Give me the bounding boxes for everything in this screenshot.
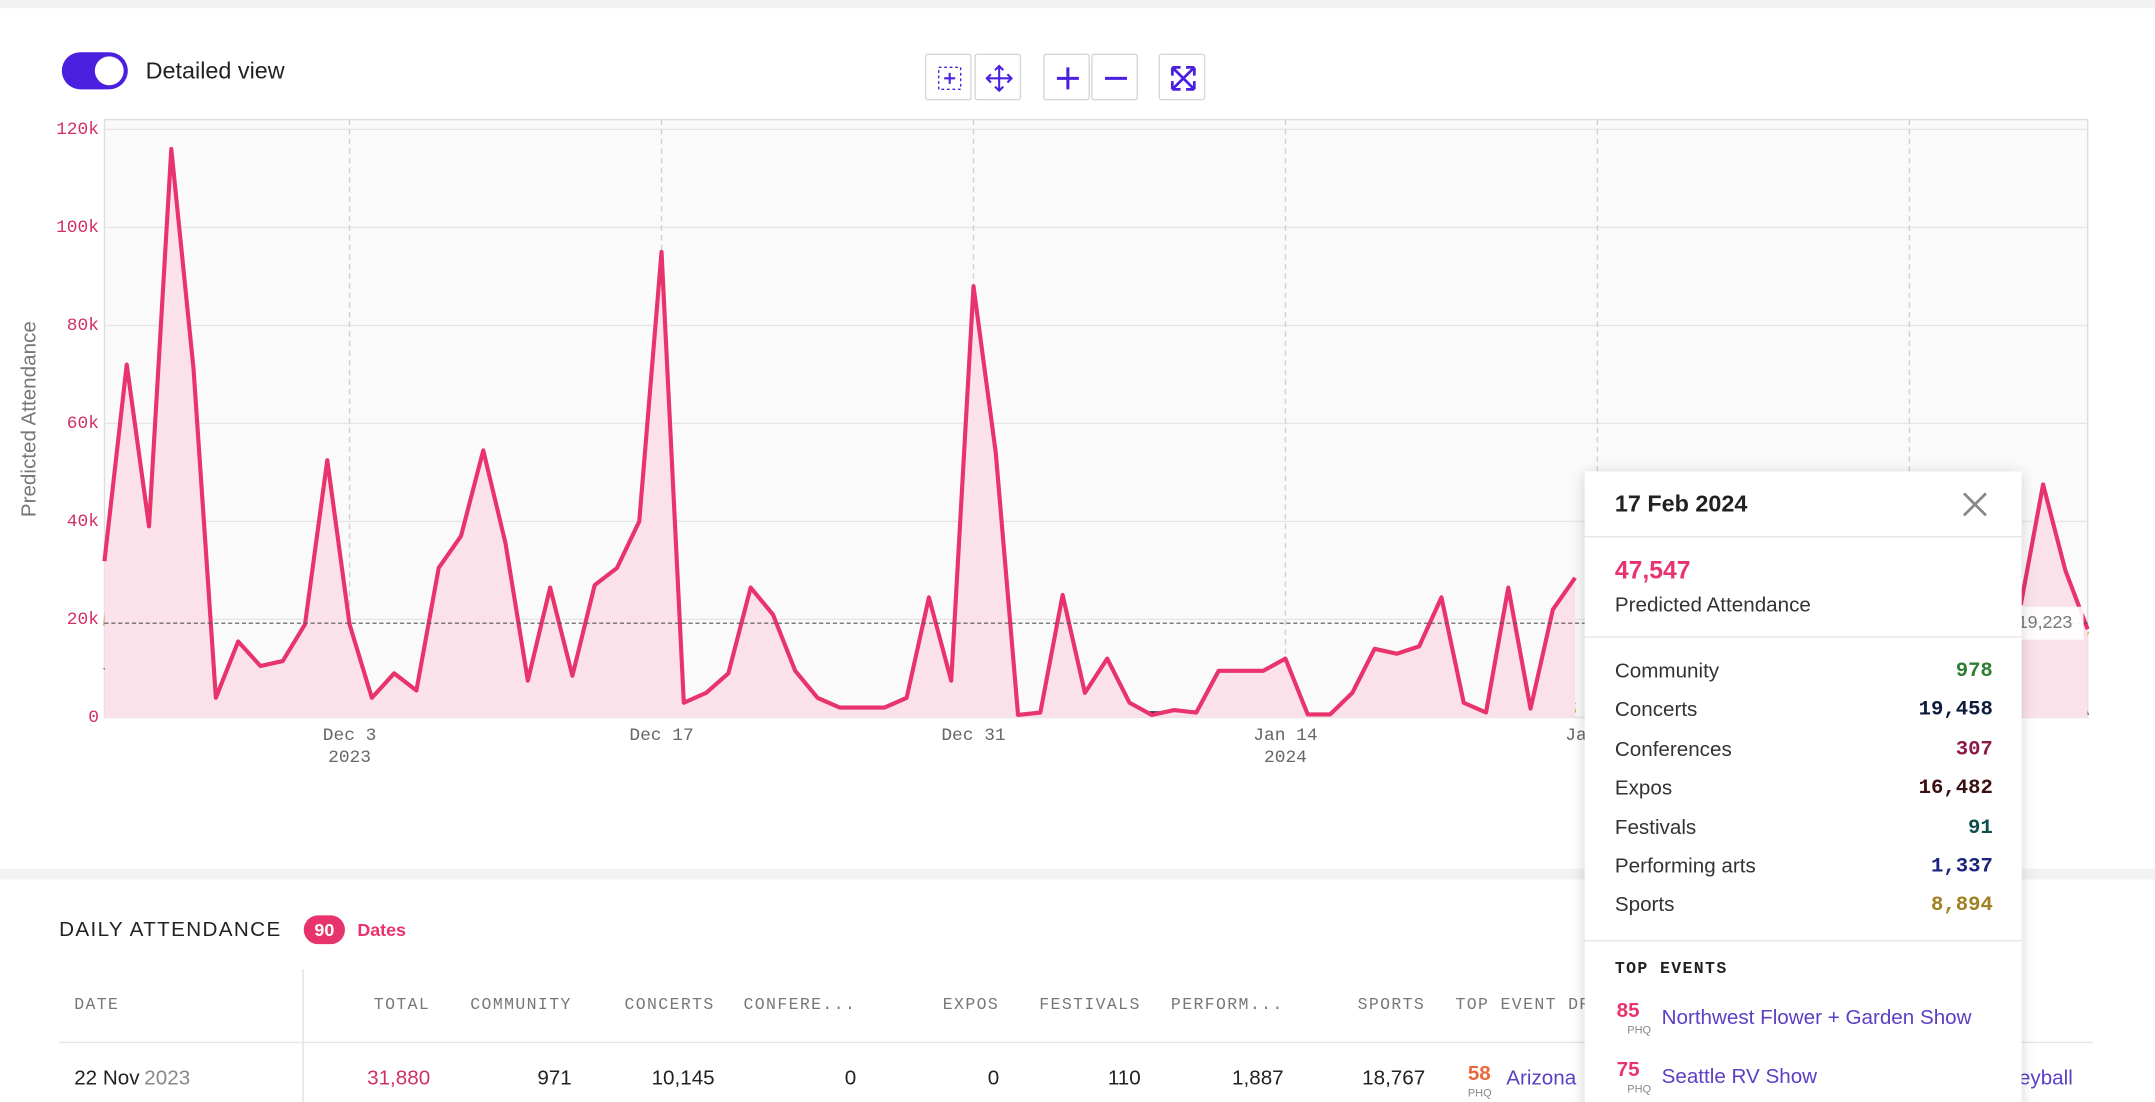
row-cell: 971 (537, 1066, 572, 1090)
column-header: CONCERTS (624, 995, 715, 1015)
row-year: 2023 (144, 1066, 191, 1090)
row-cell: 110 (1107, 1066, 1141, 1090)
row-cell: 10,145 (651, 1066, 715, 1090)
header-rule (59, 1041, 2094, 1044)
row-cell: 0 (987, 1066, 1000, 1090)
y-tick-label: 0 (88, 708, 99, 728)
event-score: 75 (1616, 1058, 1640, 1082)
row-cell: 1,887 (1232, 1066, 1284, 1090)
y-tick-label: 80k (67, 316, 99, 336)
zoom-in-button[interactable] (1043, 53, 1090, 101)
close-button[interactable] (1961, 491, 1988, 518)
reset-zoom-button[interactable] (1158, 53, 1206, 101)
x-tick-label: Dec 31 (941, 726, 1005, 746)
top-events-title: TOP EVENTS (1614, 959, 1728, 979)
row-event-name: Arizona (1506, 1066, 1577, 1090)
top-strip (0, 0, 2155, 9)
category-value: 8,894 (1930, 893, 1993, 918)
category-label: Conferences (1614, 737, 1732, 762)
tooltip-date: 17 Feb 2024 (1614, 490, 1748, 517)
column-header: FESTIVALS (1039, 995, 1141, 1015)
category-value: 91 (1968, 815, 1993, 840)
row-cell: 31,880 (367, 1066, 431, 1090)
column-header: EXPOS (942, 995, 1000, 1015)
row-event-unit: PHQ (1467, 1087, 1492, 1100)
category-label: Expos (1614, 776, 1673, 801)
event-name: Northwest Flower + Garden Show (1661, 1006, 1972, 1030)
series-line (102, 146, 2090, 718)
x-tick-label: Dec 17 (629, 726, 693, 746)
category-value: 19,458 (1918, 698, 1993, 723)
event-score-unit: PHQ (1627, 1023, 1652, 1037)
category-label: Sports (1614, 893, 1675, 918)
event-score: 85 (1616, 999, 1640, 1023)
row-date: 22 Nov (74, 1066, 140, 1090)
event-name: Seattle RV Show (1661, 1065, 1818, 1089)
count-badge: 90 (303, 915, 345, 945)
category-value: 978 (1955, 659, 1993, 684)
section-title: DAILY ATTENDANCE (59, 918, 282, 942)
row-cell: 18,767 (1362, 1066, 1426, 1090)
column-divider (302, 968, 304, 1102)
zoom-out-button[interactable] (1091, 53, 1138, 101)
row-overflow: eyball (2018, 1066, 2073, 1090)
pan-button[interactable] (974, 53, 1022, 101)
y-tick-label: 20k (67, 610, 99, 630)
x-tick-year: 2024 (1264, 748, 1307, 768)
row-cell: 0 (844, 1066, 857, 1090)
column-header: TOTAL (373, 995, 431, 1015)
column-header: TOP EVENT DR (1455, 995, 1591, 1015)
y-tick-label: 60k (67, 414, 99, 434)
column-header: PERFORM... (1170, 995, 1284, 1015)
tooltip-total: 47,547 (1614, 556, 1691, 585)
category-label: Festivals (1614, 815, 1697, 840)
category-value: 16,482 (1918, 776, 1993, 801)
toggle[interactable] (61, 52, 128, 90)
panel-divider (0, 868, 2155, 880)
category-label: Community (1614, 659, 1720, 684)
column-header: DATE (74, 995, 120, 1015)
x-tick-label: Dec 3 (323, 726, 377, 746)
x-tick-year: 2023 (328, 748, 371, 768)
category-value: 1,337 (1930, 854, 1993, 879)
category-label: Concerts (1614, 698, 1698, 723)
column-header: CONFERE... (743, 995, 857, 1015)
column-header: COMMUNITY (470, 995, 572, 1015)
y-tick-label: 120k (56, 120, 99, 140)
y-axis-label: Predicted Attendance (18, 321, 41, 517)
count-label: Dates (357, 919, 407, 941)
column-header: SPORTS (1357, 995, 1426, 1015)
area-fill (2020, 484, 2088, 718)
tooltip-total-label: Predicted Attendance (1614, 593, 1811, 618)
reference-label: 19,223 (2018, 612, 2073, 632)
area-fill (104, 148, 1576, 718)
toggle-label: Detailed view (145, 57, 285, 84)
row-event-score: 58 (1467, 1062, 1491, 1086)
x-tick-label: Jan 14 (1253, 726, 1317, 746)
zoom-select-button[interactable] (924, 53, 972, 101)
y-tick-label: 40k (67, 512, 99, 532)
tooltip: 17 Feb 2024 47,547 Predicted Attendance … (1584, 471, 2022, 1102)
y-tick-label: 100k (56, 218, 99, 238)
event-score-unit: PHQ (1627, 1082, 1652, 1096)
category-label: Performing arts (1614, 854, 1756, 879)
category-value: 307 (1955, 737, 1993, 762)
